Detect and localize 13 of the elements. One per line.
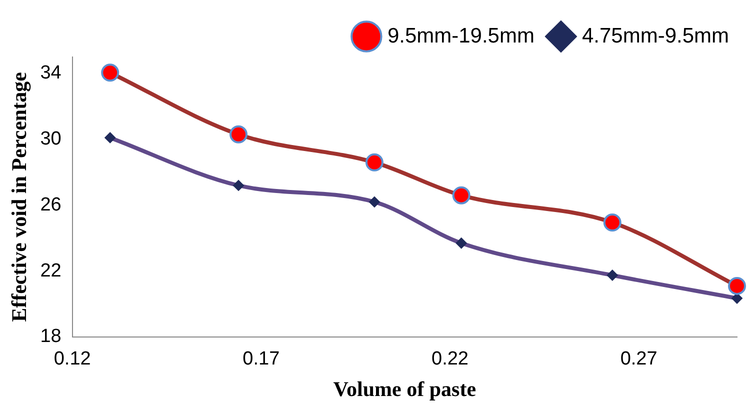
x-tick-label: 0.12 bbox=[54, 348, 91, 370]
legend-label: 9.5mm-19.5mm bbox=[387, 24, 534, 48]
y-tick-label: 26 bbox=[40, 194, 62, 216]
legend-label: 4.75mm-9.5mm bbox=[582, 24, 729, 48]
y-tick-label: 30 bbox=[40, 128, 62, 150]
x-tick-label: 0.17 bbox=[242, 348, 280, 370]
y-tick-label: 22 bbox=[40, 260, 62, 282]
x-tick-label: 0.22 bbox=[431, 348, 468, 370]
y-tick-label: 34 bbox=[40, 62, 62, 84]
x-tick-label: 0.27 bbox=[620, 348, 658, 370]
y-tick-label: 18 bbox=[40, 326, 62, 348]
x-axis-title: Volume of paste bbox=[333, 376, 476, 401]
y-axis-title: Effective void in Percentage bbox=[7, 72, 32, 322]
